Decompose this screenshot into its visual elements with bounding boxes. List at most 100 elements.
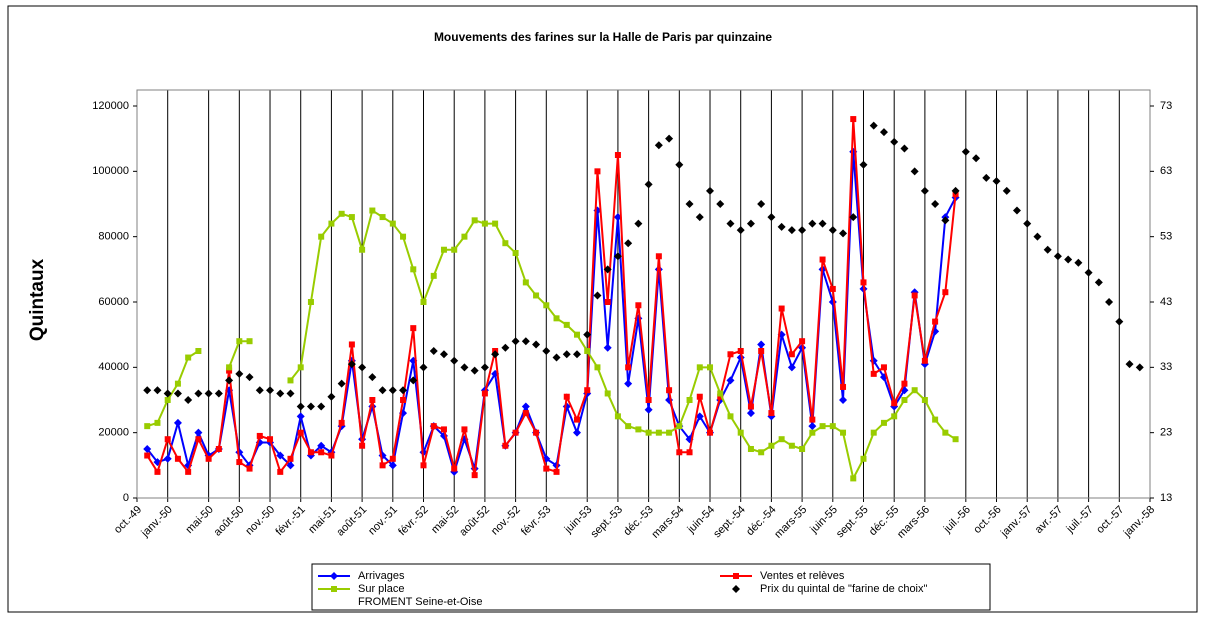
data-point [430,272,437,279]
data-point [195,436,202,443]
data-point [471,217,478,224]
data-point [153,386,162,395]
data-point [685,200,694,208]
data-point [1094,278,1103,287]
data-point [194,428,203,437]
data-point [195,348,202,354]
data-point [173,418,182,427]
legend-label: Arrivages [358,570,405,582]
data-point [942,429,949,436]
data-point [624,239,633,248]
data-point [942,289,949,296]
data-point [593,291,602,300]
data-point [185,468,192,475]
data-point [911,292,918,299]
data-point [318,449,325,456]
data-point [1074,258,1083,267]
data-point [828,226,837,235]
data-point [932,416,939,423]
data-point [481,220,488,227]
data-point [869,121,878,130]
data-point [154,468,161,475]
data-point [1053,252,1062,261]
data-point [736,226,745,235]
data-point [246,338,253,345]
data-point [543,465,550,472]
data-point [910,167,919,176]
data-point [266,386,275,395]
data-point [235,369,244,378]
data-point [696,364,703,371]
y-tick-label: 20000 [98,427,129,439]
y-tick-label: 100000 [92,165,129,177]
data-point [625,423,632,430]
legend-box [311,563,991,611]
data-point [767,213,776,222]
data-point [439,350,448,359]
data-point [716,200,725,208]
data-point [655,429,662,436]
data-point [450,356,459,365]
data-point [870,370,877,377]
data-point [572,428,581,437]
data-point [440,246,447,253]
data-point [726,376,735,385]
data-point [819,256,826,263]
data-point [727,351,734,358]
data-point [542,347,551,355]
data-point [655,253,662,260]
y2-tick-label: 73 [1160,100,1172,112]
data-point [317,402,326,411]
y-tick-label: 40000 [98,361,129,373]
data-point [921,397,928,403]
data-point [584,348,591,354]
y2-tick-label: 63 [1160,165,1172,177]
data-point [328,220,335,227]
data-point [654,141,663,150]
data-point [1023,219,1032,228]
plot-area [136,89,1151,499]
data-point [276,451,285,460]
data-point [911,387,918,394]
data-point [829,285,836,292]
data-point [451,246,458,253]
data-point [645,429,652,436]
data-point [920,186,929,195]
data-point [768,410,775,417]
data-point [552,353,561,362]
data-point [572,350,581,359]
data-point [307,449,314,456]
data-point [144,423,151,430]
data-point [533,292,540,299]
data-point [471,472,478,479]
data-point [594,168,601,175]
data-point [737,429,744,436]
data-point [961,147,970,156]
data-point [1002,186,1011,195]
y2-tick-label: 53 [1160,231,1172,243]
data-point [215,446,222,452]
data-point [1043,245,1052,254]
data-point [880,419,887,426]
data-point [696,393,703,400]
data-point [174,455,181,462]
data-point [758,348,765,354]
data-point [644,180,653,189]
data-point [839,229,848,238]
data-point [204,389,213,398]
data-point [521,337,530,346]
data-point [512,429,519,436]
y-tick-label: 80000 [98,231,129,243]
data-point [307,299,314,305]
data-point [686,397,693,403]
data-point [287,377,294,384]
legend-label: Sur place [358,583,404,595]
data-point [931,200,940,208]
data-point [225,376,234,385]
data-point [799,338,806,345]
data-point [746,409,755,418]
data-point [603,265,612,274]
data-point [389,455,396,462]
data-point [808,422,817,431]
data-point [297,429,304,436]
